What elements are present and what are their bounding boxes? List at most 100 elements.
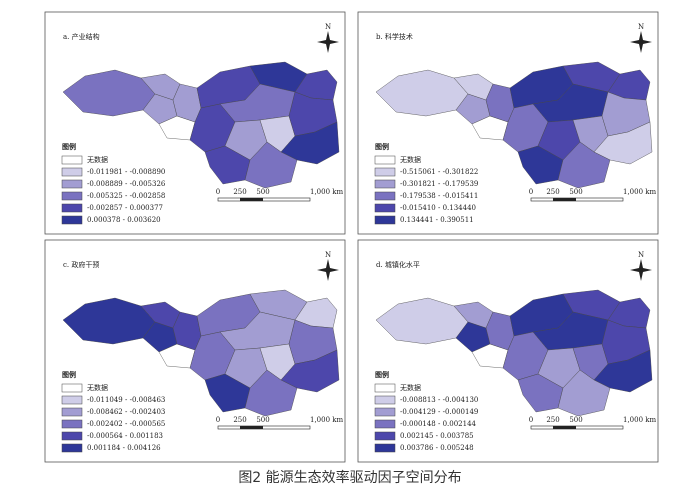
map-region <box>244 141 298 189</box>
legend-swatch <box>61 167 83 177</box>
panel-frame <box>357 239 659 463</box>
north-label: N <box>325 251 331 259</box>
map-region <box>557 369 611 417</box>
scale-label: 1,000 km <box>623 416 657 424</box>
legend-label: -0.008462 - -0.002403 <box>87 408 165 416</box>
scale-label: 250 <box>546 416 559 424</box>
legend-label: -0.002857 - 0.000377 <box>87 204 163 212</box>
scale-label: 0 <box>529 416 533 424</box>
north-arrow <box>317 259 339 281</box>
legend-swatch <box>374 215 396 225</box>
legend-swatch <box>374 179 396 189</box>
legend-label: -0.000564 - 0.001183 <box>87 432 163 440</box>
legend-label: 0.001184 - 0.004126 <box>87 444 161 452</box>
legend-swatch <box>61 155 83 165</box>
scale-label: 250 <box>546 188 559 196</box>
legend-swatch <box>61 395 83 405</box>
legend-label: -0.515061 - -0.301822 <box>400 168 478 176</box>
legend-swatch <box>61 407 83 417</box>
legend-swatch <box>374 167 396 177</box>
legend-swatch <box>374 407 396 417</box>
scale-label: 500 <box>256 416 269 424</box>
legend-label: 无数据 <box>87 383 108 392</box>
panel-title: a. 产业结构 <box>63 32 100 41</box>
panel-title: b. 科学技术 <box>376 32 413 41</box>
scale-bar-fill <box>553 426 576 429</box>
scale-label: 0 <box>216 416 220 424</box>
panel-frame <box>357 11 659 235</box>
scale-label: 250 <box>233 188 246 196</box>
legend-label: -0.008813 - -0.004130 <box>400 396 478 404</box>
legend-swatch <box>374 395 396 405</box>
legend-label: -0.015410 - 0.134440 <box>400 204 476 212</box>
panel-title: c. 政府干预 <box>63 260 99 269</box>
legend-swatch <box>374 419 396 429</box>
map-region <box>557 141 611 189</box>
legend-swatch <box>374 431 396 441</box>
legend-label: 无数据 <box>87 155 108 164</box>
legend-swatch <box>61 215 83 225</box>
scale-label: 500 <box>256 188 269 196</box>
scale-label: 1,000 km <box>623 188 657 196</box>
legend-label: 无数据 <box>400 155 421 164</box>
scale-label: 250 <box>233 416 246 424</box>
legend-label: 无数据 <box>400 383 421 392</box>
scale-bar-fill <box>240 426 263 429</box>
scale-label: 500 <box>569 188 582 196</box>
legend-label: -0.008889 - -0.005326 <box>87 180 166 188</box>
legend-label: 0.000378 - 0.003620 <box>87 216 161 224</box>
legend-label: -0.301821 - -0.179539 <box>400 180 478 188</box>
scale-bar <box>530 425 624 430</box>
north-arrow <box>317 31 339 53</box>
scale-bar <box>530 197 624 202</box>
scale-label: 0 <box>529 188 533 196</box>
legend-swatch <box>61 443 83 453</box>
caption: 图2 能源生态效率驱动因子空间分布 <box>238 469 461 486</box>
north-arrow <box>630 31 652 53</box>
north-label: N <box>638 23 644 31</box>
north-label: N <box>638 251 644 259</box>
scale-bar <box>217 425 311 430</box>
legend-label: -0.004129 - -0.000149 <box>400 408 478 416</box>
legend-label: -0.005325 - -0.002858 <box>87 192 165 200</box>
legend-swatch <box>374 155 396 165</box>
legend-title: 图例 <box>62 370 76 379</box>
legend-label: -0.011049 - -0.008463 <box>87 396 165 404</box>
legend-title: 图例 <box>375 370 389 379</box>
legend-title: 图例 <box>62 142 76 151</box>
legend-swatch <box>61 203 83 213</box>
legend-title: 图例 <box>375 142 389 151</box>
legend-label: 0.003786 - 0.005248 <box>400 444 474 452</box>
legend-label: -0.000148 - 0.002144 <box>400 420 477 428</box>
north-arrow <box>630 259 652 281</box>
scale-bar <box>217 197 311 202</box>
legend-label: 0.134441 - 0.390511 <box>400 216 474 224</box>
legend-swatch <box>61 179 83 189</box>
legend-label: 0.002145 - 0.003785 <box>400 432 474 440</box>
scale-label: 1,000 km <box>310 188 344 196</box>
legend-label: -0.002402 - -0.000565 <box>87 420 165 428</box>
panel-frame <box>44 11 346 235</box>
map-region <box>244 369 298 417</box>
legend-label: -0.011981 - -0.008890 <box>87 168 165 176</box>
scale-label: 1,000 km <box>310 416 344 424</box>
legend-swatch <box>374 443 396 453</box>
legend-swatch <box>61 191 83 201</box>
scale-bar-fill <box>240 198 263 201</box>
scale-label: 500 <box>569 416 582 424</box>
legend-swatch <box>61 383 83 393</box>
panel-title: d. 城镇化水平 <box>376 260 420 269</box>
scale-bar-fill <box>553 198 576 201</box>
north-label: N <box>325 23 331 31</box>
legend-swatch <box>374 203 396 213</box>
legend-swatch <box>374 383 396 393</box>
scale-label: 0 <box>216 188 220 196</box>
legend-swatch <box>374 191 396 201</box>
legend-swatch <box>61 419 83 429</box>
legend-swatch <box>61 431 83 441</box>
